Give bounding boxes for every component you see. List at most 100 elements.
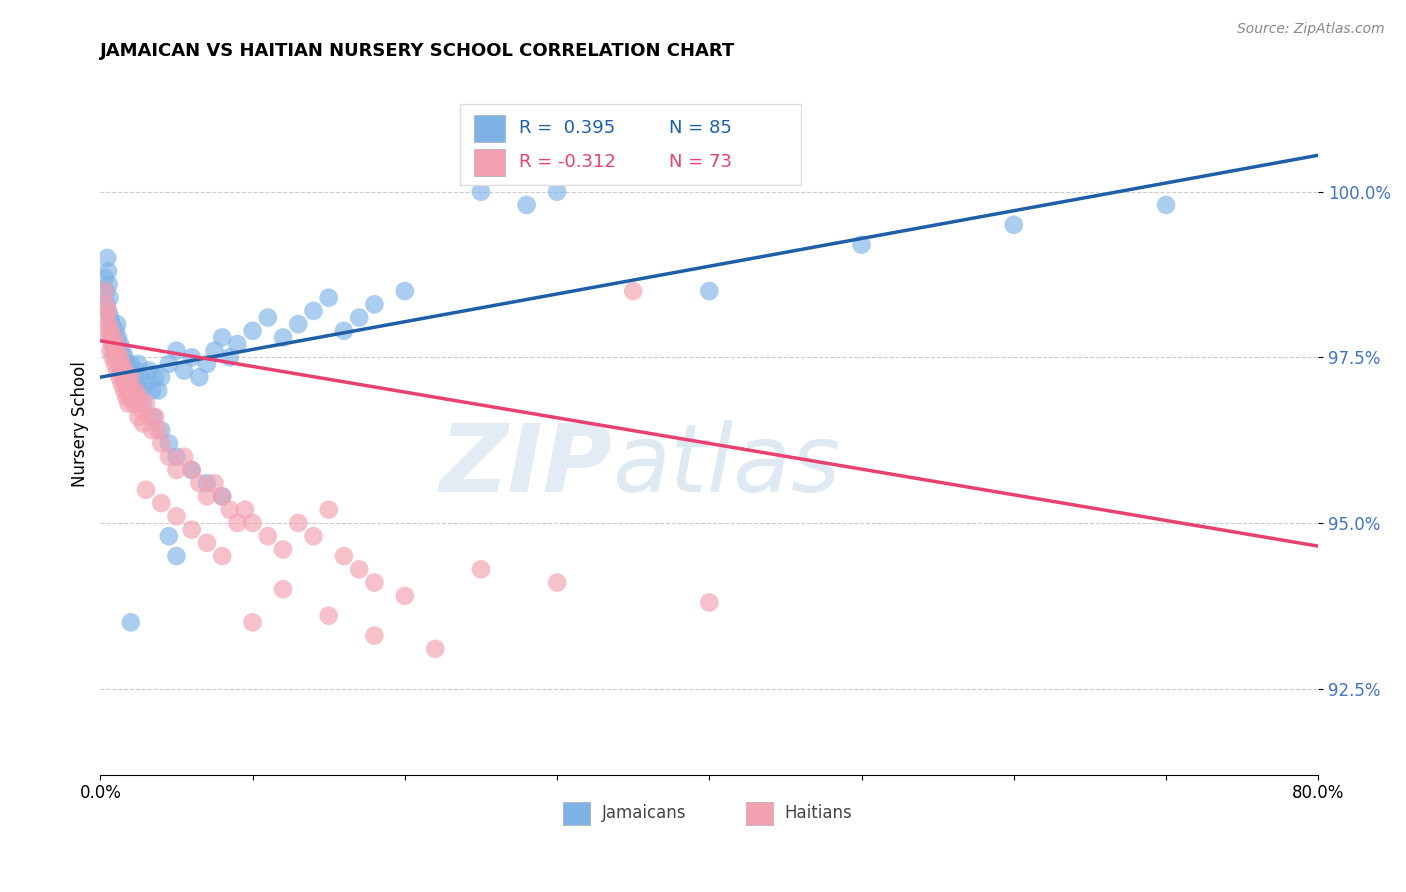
- Point: [97, 277, 120, 292]
- Point: [242, 615, 264, 630]
- Point: [233, 502, 256, 516]
- Point: [333, 324, 356, 338]
- Point: [107, 343, 129, 358]
- Point: [122, 384, 145, 398]
- Point: [142, 409, 165, 424]
- Point: [96, 324, 118, 338]
- Point: [105, 337, 128, 351]
- Point: [470, 562, 492, 576]
- Point: [97, 304, 120, 318]
- Point: [173, 450, 195, 464]
- Point: [157, 436, 180, 450]
- Point: [180, 523, 202, 537]
- Point: [107, 343, 129, 358]
- Point: [135, 483, 157, 497]
- Text: N = 73: N = 73: [669, 153, 733, 171]
- Point: [363, 629, 385, 643]
- Point: [211, 490, 233, 504]
- Point: [425, 641, 447, 656]
- Point: [115, 357, 138, 371]
- Point: [166, 450, 188, 464]
- Point: [122, 397, 145, 411]
- Point: [302, 304, 325, 318]
- Point: [150, 370, 173, 384]
- Point: [204, 343, 226, 358]
- Point: [117, 384, 139, 398]
- Point: [129, 390, 152, 404]
- Point: [111, 343, 134, 358]
- Point: [211, 549, 233, 563]
- Text: JAMAICAN VS HAITIAN NURSERY SCHOOL CORRELATION CHART: JAMAICAN VS HAITIAN NURSERY SCHOOL CORRE…: [100, 42, 735, 60]
- Point: [108, 351, 131, 365]
- Point: [100, 324, 122, 338]
- Point: [111, 357, 134, 371]
- Point: [125, 397, 148, 411]
- Point: [195, 490, 218, 504]
- Point: [180, 463, 202, 477]
- Point: [150, 436, 173, 450]
- Point: [218, 351, 240, 365]
- Point: [112, 370, 135, 384]
- Point: [114, 376, 136, 391]
- Point: [143, 409, 166, 424]
- Text: N = 85: N = 85: [669, 120, 733, 137]
- Point: [157, 529, 180, 543]
- Point: [96, 297, 118, 311]
- Point: [242, 324, 264, 338]
- Text: R = -0.312: R = -0.312: [519, 153, 616, 171]
- Point: [112, 384, 135, 398]
- Point: [103, 337, 125, 351]
- Point: [118, 376, 141, 391]
- Point: [98, 330, 121, 344]
- Point: [180, 463, 202, 477]
- Point: [108, 370, 131, 384]
- Point: [271, 582, 294, 597]
- Point: [105, 351, 128, 365]
- Point: [98, 310, 121, 325]
- Point: [115, 390, 138, 404]
- Point: [287, 317, 309, 331]
- Point: [697, 284, 720, 298]
- Point: [138, 409, 160, 424]
- Point: [1002, 218, 1025, 232]
- Point: [100, 317, 122, 331]
- Point: [105, 317, 128, 331]
- Point: [124, 363, 146, 377]
- Point: [166, 343, 188, 358]
- Point: [621, 284, 644, 298]
- Point: [135, 397, 157, 411]
- Point: [148, 384, 170, 398]
- Point: [98, 343, 121, 358]
- Point: [143, 370, 166, 384]
- Point: [318, 502, 340, 516]
- Point: [546, 575, 568, 590]
- Point: [111, 376, 134, 391]
- Point: [347, 562, 370, 576]
- Bar: [745, 802, 773, 824]
- Point: [132, 417, 155, 431]
- Point: [188, 476, 211, 491]
- Point: [94, 284, 117, 298]
- Point: [120, 615, 142, 630]
- Point: [107, 357, 129, 371]
- Point: [108, 337, 131, 351]
- Point: [287, 516, 309, 530]
- Text: Jamaicans: Jamaicans: [602, 805, 686, 822]
- Text: Source: ZipAtlas.com: Source: ZipAtlas.com: [1237, 22, 1385, 37]
- Point: [112, 370, 135, 384]
- Point: [516, 198, 538, 212]
- Point: [157, 357, 180, 371]
- Point: [195, 357, 218, 371]
- Text: atlas: atlas: [612, 420, 841, 511]
- Point: [115, 376, 138, 391]
- Point: [125, 376, 148, 391]
- Bar: [474, 149, 505, 176]
- Point: [114, 363, 136, 377]
- Y-axis label: Nursery School: Nursery School: [72, 360, 89, 486]
- Point: [1154, 198, 1177, 212]
- Point: [104, 324, 127, 338]
- Point: [117, 397, 139, 411]
- Point: [114, 351, 136, 365]
- Point: [104, 337, 127, 351]
- Point: [195, 536, 218, 550]
